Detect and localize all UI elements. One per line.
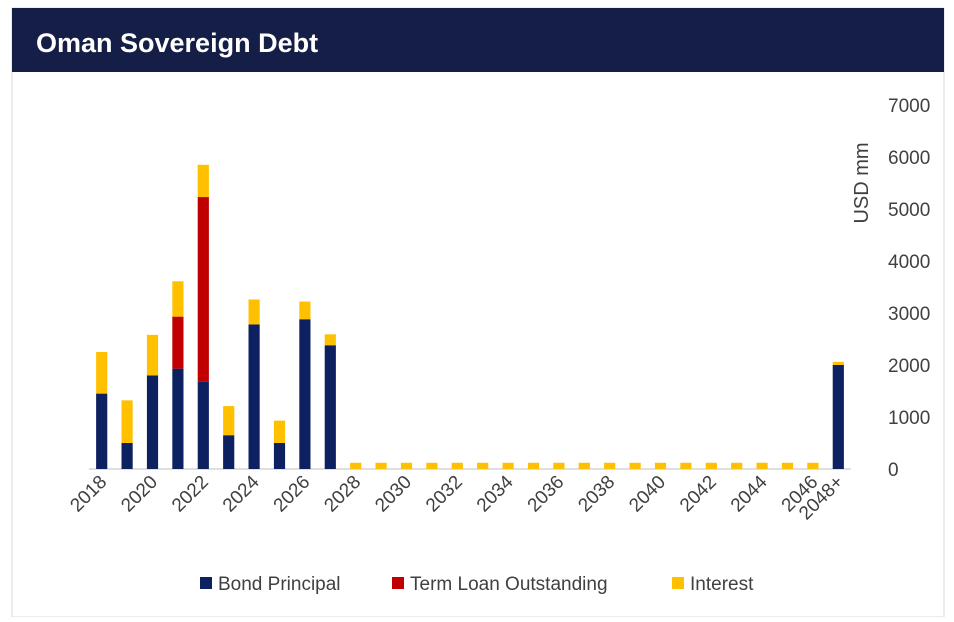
bar xyxy=(248,324,260,469)
legend-label: Bond Principal xyxy=(218,574,341,595)
bar xyxy=(273,420,286,443)
bar xyxy=(451,462,463,469)
bar xyxy=(680,462,692,469)
bar xyxy=(197,381,209,469)
bar xyxy=(604,462,616,469)
panel xyxy=(11,7,945,618)
bar xyxy=(324,334,336,346)
legend-swatch xyxy=(392,577,404,589)
bar xyxy=(654,462,667,469)
bar xyxy=(781,462,794,469)
y-tick-label: 2000 xyxy=(888,356,930,377)
header xyxy=(12,8,944,72)
bar xyxy=(121,400,133,443)
y-tick-label: 3000 xyxy=(888,304,930,325)
bar xyxy=(324,345,336,469)
y-tick-label: 4000 xyxy=(888,252,930,273)
bar xyxy=(172,316,184,369)
y-tick-label: 0 xyxy=(888,460,899,481)
bar xyxy=(477,462,489,469)
bar xyxy=(502,462,514,469)
bar xyxy=(248,299,260,325)
bar xyxy=(96,393,108,469)
bar xyxy=(299,319,311,469)
legend-label: Term Loan Outstanding xyxy=(410,574,608,595)
y-tick-label: 5000 xyxy=(888,200,930,221)
bar xyxy=(96,352,108,394)
y-tick-label: 1000 xyxy=(888,408,930,429)
bar xyxy=(223,406,235,436)
bar xyxy=(146,334,159,376)
bar xyxy=(172,368,184,469)
bar xyxy=(731,462,743,469)
bar xyxy=(172,281,184,317)
bar xyxy=(527,462,540,469)
y-axis-label: USD mm xyxy=(851,142,873,223)
bar xyxy=(832,365,844,469)
bar xyxy=(350,462,362,469)
legend-swatch xyxy=(200,577,212,589)
bar xyxy=(273,443,286,469)
y-tick-label: 7000 xyxy=(888,96,930,117)
legend-swatch xyxy=(672,577,684,589)
bar xyxy=(426,462,438,469)
bar xyxy=(197,164,209,198)
bar xyxy=(223,435,235,469)
bar xyxy=(121,443,133,469)
bar xyxy=(832,361,844,365)
bar xyxy=(807,462,819,469)
bar xyxy=(146,375,159,469)
bar xyxy=(197,197,209,382)
y-tick-label: 6000 xyxy=(888,148,930,169)
bar xyxy=(705,462,717,469)
bar xyxy=(629,462,641,469)
bar xyxy=(553,462,565,469)
bar xyxy=(756,462,768,469)
bar xyxy=(578,462,590,469)
chart-title: Oman Sovereign Debt xyxy=(36,28,318,58)
bar xyxy=(299,301,311,320)
legend-label: Interest xyxy=(690,574,754,595)
bar xyxy=(375,462,387,469)
bar xyxy=(400,462,413,469)
